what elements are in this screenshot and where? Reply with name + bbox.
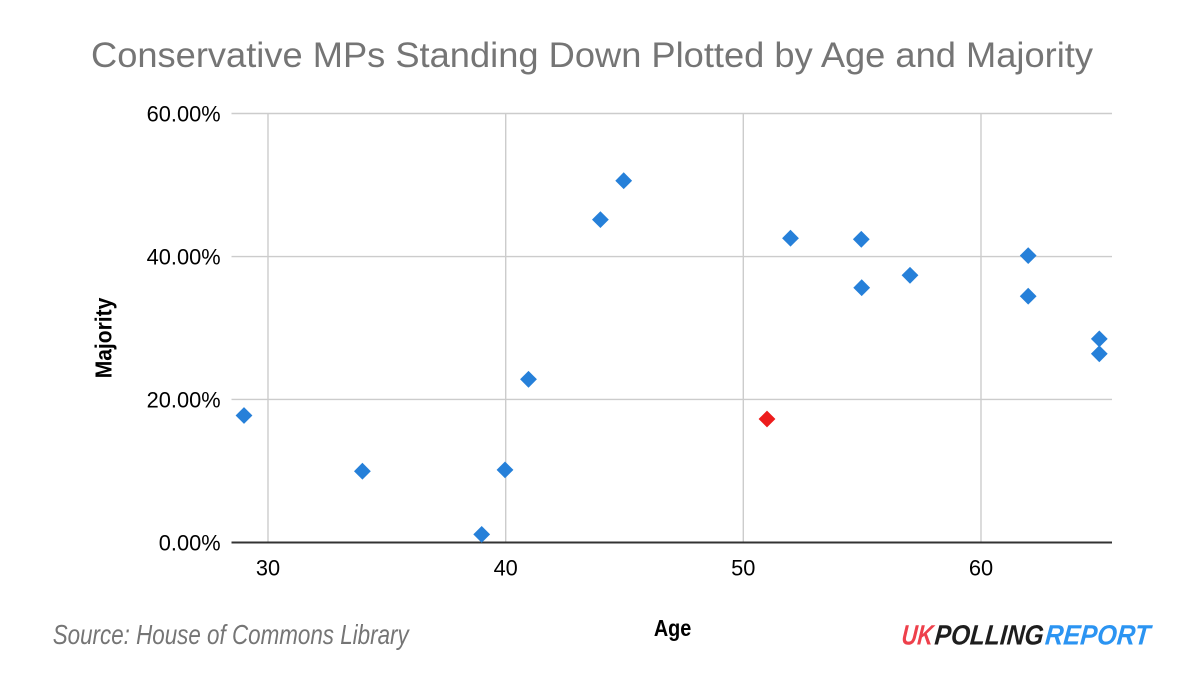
- svg-text:Conservative MPs Standing Down: Conservative MPs Standing Down Plotted b…: [91, 36, 1094, 75]
- svg-text:20.00%: 20.00%: [147, 387, 221, 412]
- svg-text:UK: UK: [900, 620, 936, 651]
- svg-text:Majority: Majority: [91, 298, 117, 379]
- svg-text:POLLING: POLLING: [933, 620, 1045, 651]
- svg-text:60: 60: [969, 556, 993, 581]
- svg-text:40.00%: 40.00%: [147, 245, 221, 270]
- svg-text:60.00%: 60.00%: [147, 101, 221, 126]
- svg-text:Source: House of Commons Libra: Source: House of Commons Library: [53, 619, 411, 650]
- svg-text:30: 30: [256, 556, 280, 581]
- svg-text:50: 50: [731, 556, 755, 581]
- svg-text:Age: Age: [654, 615, 692, 641]
- svg-text:40: 40: [494, 556, 518, 581]
- svg-text:0.00%: 0.00%: [159, 530, 221, 555]
- svg-text:REPORT: REPORT: [1044, 620, 1154, 651]
